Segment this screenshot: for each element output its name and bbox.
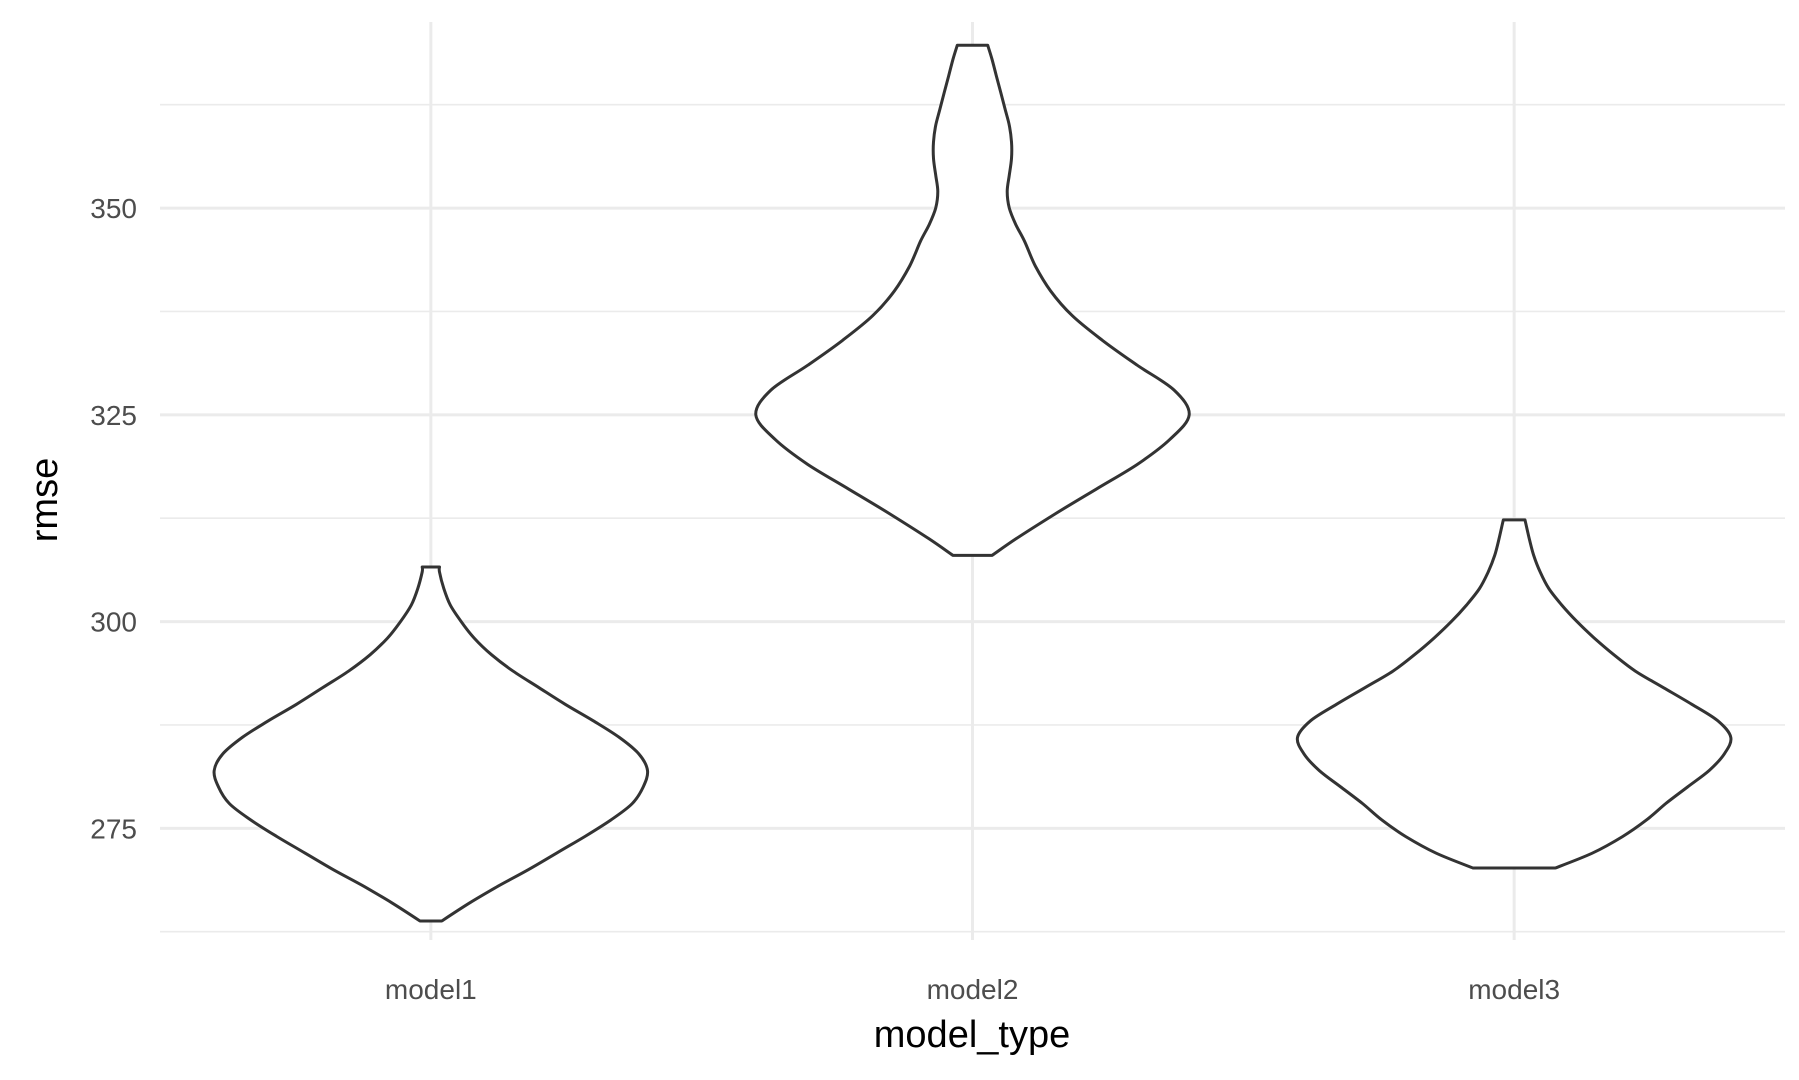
y-tick-label: 325 — [90, 400, 137, 431]
violin-model1 — [212, 565, 650, 923]
x-axis-tick-labels: model1 model2 model3 — [385, 974, 1560, 1005]
y-axis-title: rmse — [24, 458, 66, 542]
y-tick-label: 300 — [90, 607, 137, 638]
y-tick-label: 275 — [90, 813, 137, 844]
violin-model3 — [1295, 518, 1733, 870]
x-tick-label: model3 — [1468, 974, 1560, 1005]
y-tick-label: 350 — [90, 193, 137, 224]
x-axis-title: model_type — [874, 1014, 1070, 1056]
violin-model2 — [754, 43, 1191, 557]
x-tick-label: model2 — [927, 974, 1019, 1005]
violins — [212, 43, 1733, 923]
x-tick-label: model1 — [385, 974, 477, 1005]
y-axis-tick-labels: 275 300 325 350 — [90, 193, 137, 844]
